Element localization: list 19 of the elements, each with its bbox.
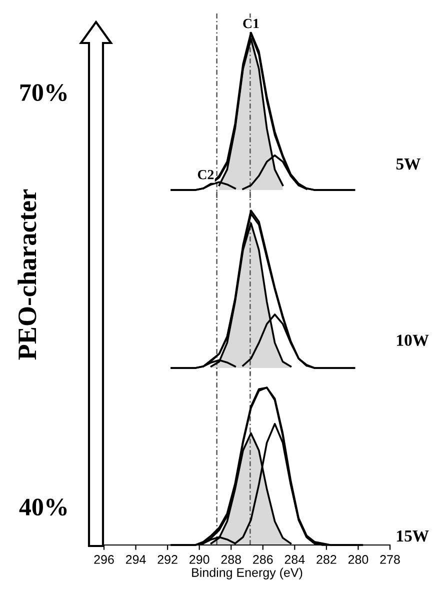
text: 10W [397, 334, 429, 346]
annotation: C1 [243, 18, 259, 28]
x-tick-label: 282 [316, 555, 336, 564]
text: 5W [396, 158, 420, 170]
text: 70% [20, 84, 67, 102]
x-tick-label: 288 [221, 555, 241, 564]
text: 40% [19, 498, 67, 516]
x-tick-label: 284 [284, 555, 305, 564]
x-tick-label: 292 [158, 555, 178, 564]
x-tick-label: 278 [380, 555, 400, 564]
y-axis-title: PEO-character [18, 189, 36, 360]
x-tick-label: 290 [190, 555, 210, 564]
x-axis-title: Binding Energy (eV) [192, 568, 302, 580]
x-tick-label: 280 [348, 555, 368, 564]
x-tick-label: 286 [253, 555, 273, 564]
x-tick-label: 294 [126, 555, 146, 564]
annotation: C2 [198, 170, 214, 180]
x-tick-label: 296 [94, 555, 114, 564]
text: 15W [397, 530, 429, 542]
